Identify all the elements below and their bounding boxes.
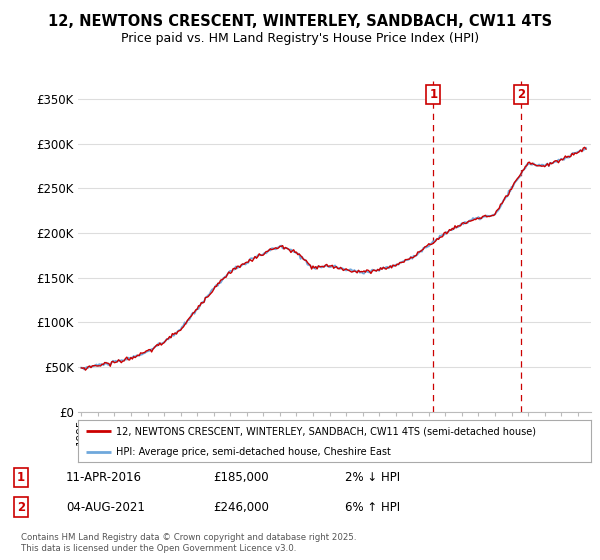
Text: 11-APR-2016: 11-APR-2016 xyxy=(66,471,142,484)
Text: 2: 2 xyxy=(17,501,25,514)
Text: 2% ↓ HPI: 2% ↓ HPI xyxy=(345,471,400,484)
Text: Contains HM Land Registry data © Crown copyright and database right 2025.
This d: Contains HM Land Registry data © Crown c… xyxy=(21,533,356,553)
Text: 1: 1 xyxy=(430,88,437,101)
Text: £185,000: £185,000 xyxy=(213,471,269,484)
Text: 1: 1 xyxy=(17,471,25,484)
Text: HPI: Average price, semi-detached house, Cheshire East: HPI: Average price, semi-detached house,… xyxy=(116,447,391,458)
Text: 12, NEWTONS CRESCENT, WINTERLEY, SANDBACH, CW11 4TS: 12, NEWTONS CRESCENT, WINTERLEY, SANDBAC… xyxy=(48,14,552,29)
Text: 6% ↑ HPI: 6% ↑ HPI xyxy=(345,501,400,514)
Text: 2: 2 xyxy=(517,88,526,101)
Text: 12, NEWTONS CRESCENT, WINTERLEY, SANDBACH, CW11 4TS (semi-detached house): 12, NEWTONS CRESCENT, WINTERLEY, SANDBAC… xyxy=(116,426,536,436)
Text: 04-AUG-2021: 04-AUG-2021 xyxy=(66,501,145,514)
Text: Price paid vs. HM Land Registry's House Price Index (HPI): Price paid vs. HM Land Registry's House … xyxy=(121,32,479,45)
Text: £246,000: £246,000 xyxy=(213,501,269,514)
